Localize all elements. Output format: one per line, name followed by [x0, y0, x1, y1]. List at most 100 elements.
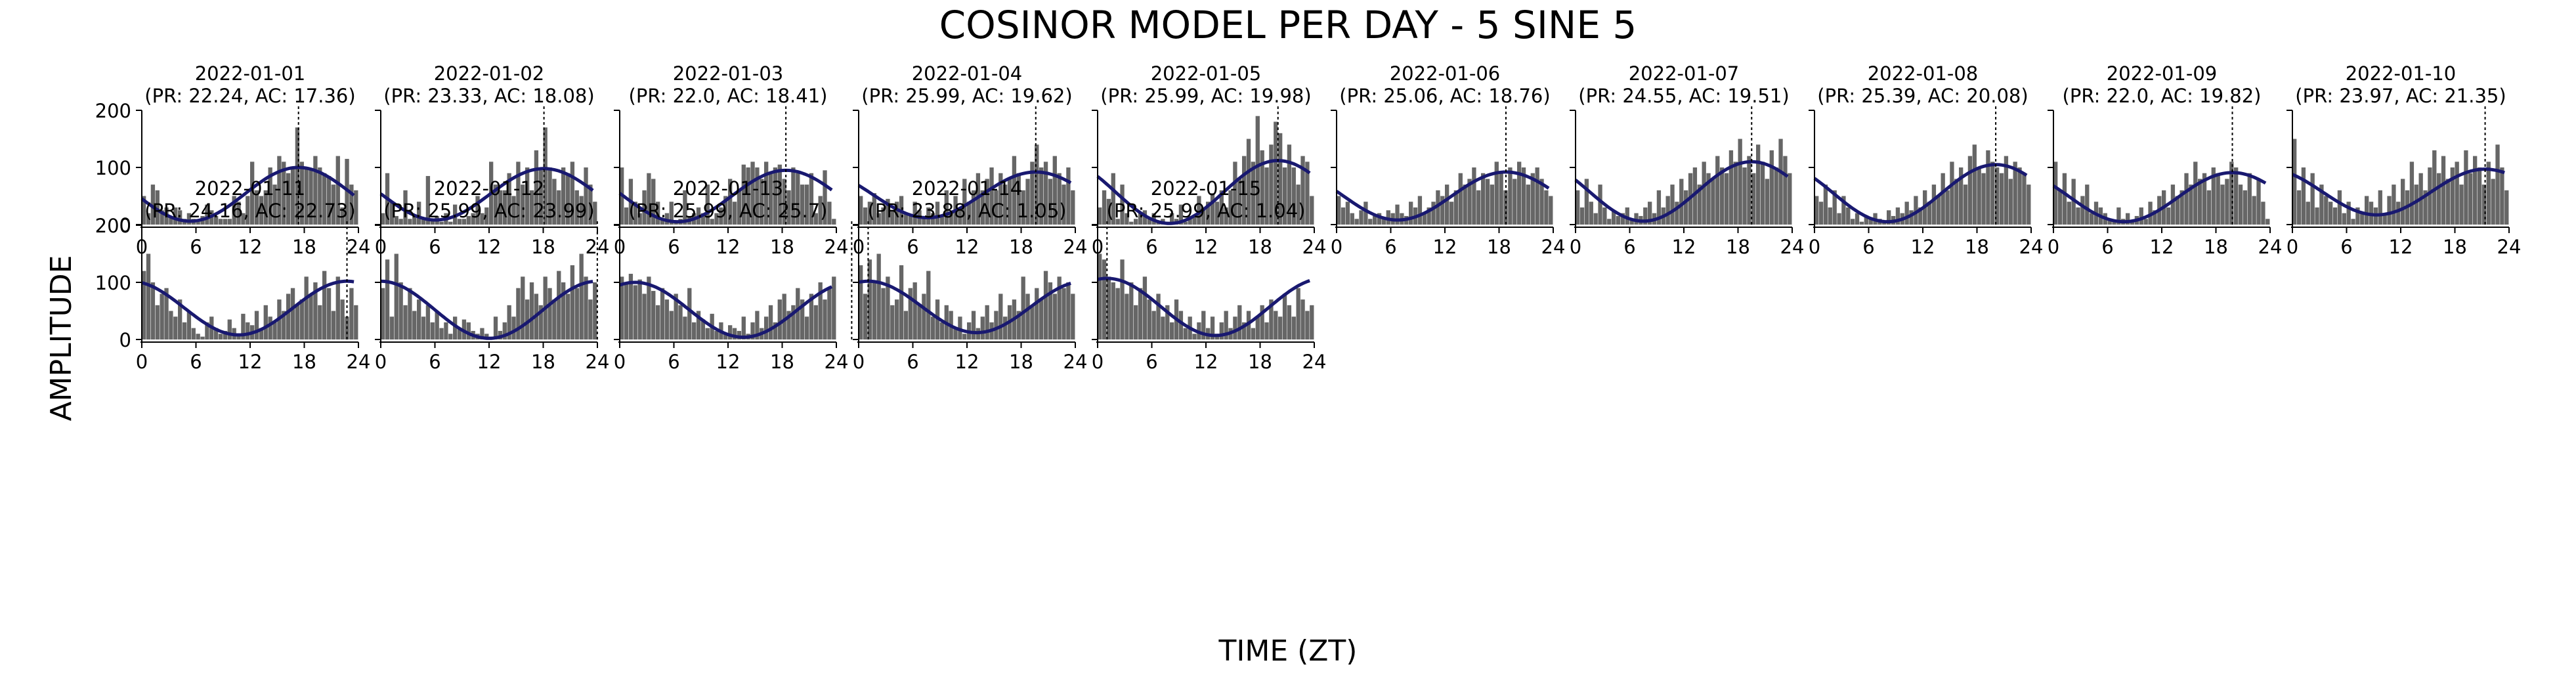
bar [1030, 305, 1035, 339]
bar [588, 185, 593, 225]
bar [922, 294, 926, 339]
bar [381, 288, 385, 339]
x-tick-label: 6 [1385, 236, 1396, 258]
bar [1675, 202, 1679, 225]
bar [1066, 282, 1071, 339]
bar [1115, 288, 1120, 339]
bar [525, 167, 530, 225]
bar [398, 282, 403, 339]
panel-title: 2022-01-13 [673, 177, 784, 200]
panel-title: 2022-01-14 [912, 177, 1023, 200]
y-tick-label: 100 [95, 272, 131, 294]
panel-title: 2022-01-05 [1151, 62, 1262, 85]
bar [2319, 185, 2324, 225]
bar [2189, 185, 2193, 225]
bar [2234, 167, 2239, 225]
bar [425, 176, 431, 225]
bar [340, 299, 345, 339]
bar [584, 167, 588, 225]
bar [1959, 167, 1964, 225]
bar [674, 294, 678, 339]
bar [2076, 207, 2080, 225]
bar [2437, 173, 2441, 225]
bar [886, 276, 890, 339]
bar [1287, 144, 1292, 225]
bar [2265, 219, 2270, 225]
bar [2216, 173, 2220, 225]
bar [750, 322, 755, 339]
x-tick-label: 18 [1009, 236, 1033, 258]
bar [2486, 162, 2491, 225]
bar [1269, 299, 1274, 339]
bar [1837, 213, 1841, 225]
bar [381, 213, 385, 225]
bar [2378, 190, 2382, 225]
bar [218, 334, 223, 339]
bar [2017, 167, 2022, 225]
figure-title: COSINOR MODEL PER DAY - 5 SINE 5 [939, 3, 1637, 47]
bar [624, 207, 629, 225]
bar [1188, 215, 1192, 225]
bar [1210, 317, 1215, 339]
bar [340, 207, 345, 225]
bar [335, 276, 340, 339]
panel-2022-01-10: 2022-01-10(PR: 23.97, AC: 21.35) 0 6 12 18 24 [2286, 62, 2522, 258]
bar [1616, 215, 1621, 225]
bar [1751, 173, 1756, 225]
bar [642, 294, 647, 339]
bar [349, 288, 354, 339]
bar [466, 322, 471, 339]
panel-subtitle: (PR: 22.24, AC: 17.36) [144, 85, 355, 107]
bar [1098, 253, 1102, 339]
bar [1043, 271, 1048, 339]
bar [2477, 167, 2482, 225]
bar [651, 291, 656, 339]
bar [507, 305, 511, 339]
bar [2247, 173, 2252, 225]
bar [1593, 213, 1598, 225]
bar [272, 185, 277, 225]
bar [867, 259, 872, 339]
bar [1598, 185, 1602, 225]
bar [813, 213, 818, 225]
bar [484, 207, 489, 225]
bar [1967, 156, 1973, 225]
bar [2337, 190, 2342, 225]
bar [498, 190, 503, 225]
bar [1350, 213, 1354, 225]
x-tick-label: 0 [614, 351, 626, 373]
bar [1062, 185, 1066, 225]
bar [2296, 190, 2302, 225]
bar [994, 190, 998, 225]
bar [417, 299, 421, 339]
bar [2392, 185, 2396, 225]
bar [2053, 162, 2058, 225]
bar [1183, 221, 1188, 225]
bar [958, 207, 962, 225]
bar [186, 213, 192, 225]
x-tick-label: 12 [955, 351, 979, 373]
bar [272, 322, 277, 339]
bar [1071, 190, 1075, 225]
bar [160, 210, 164, 225]
bar [1841, 196, 1846, 225]
bar [561, 282, 566, 339]
x-tick-label: 24 [1541, 236, 1566, 258]
bar [863, 207, 868, 225]
x-tick-label: 24 [347, 351, 371, 373]
cosinor-curve [2052, 171, 2267, 224]
bar [1197, 196, 1201, 225]
bar [1855, 213, 1860, 225]
bar [2441, 156, 2446, 225]
cosinor-curve [858, 279, 1071, 335]
bar [227, 219, 232, 225]
bar [760, 179, 764, 225]
bar [169, 311, 173, 339]
bar [647, 276, 651, 339]
x-tick-label: 12 [716, 351, 741, 373]
bar [389, 202, 395, 225]
x-tick-label: 12 [477, 236, 502, 258]
bar [2459, 185, 2464, 225]
bar [1057, 173, 1062, 225]
